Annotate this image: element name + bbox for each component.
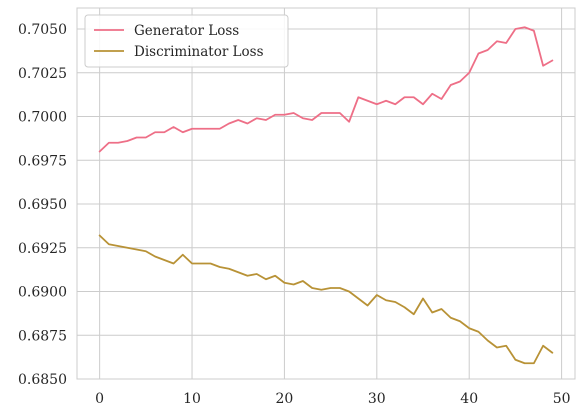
x-tick-label: 20 <box>276 391 294 407</box>
y-tick-label: 0.6950 <box>18 197 67 213</box>
legend-label-generator-loss: Generator Loss <box>134 23 239 39</box>
x-tick-label: 10 <box>183 391 201 407</box>
x-tick-label: 40 <box>460 391 478 407</box>
legend: Generator Loss Discriminator Loss <box>84 14 289 68</box>
y-tick-label: 0.7050 <box>18 22 67 38</box>
discriminator-loss-line <box>98 234 554 365</box>
axis-ticks: 0 10 20 30 40 50 0.6850 0.6875 0.6900 0.6925 0.695… <box>18 22 571 407</box>
y-tick-label: 0.6850 <box>18 372 67 388</box>
y-tick-label: 0.6925 <box>18 241 67 257</box>
x-tick-label: 0 <box>95 391 104 407</box>
y-tick-label: 0.6975 <box>18 153 67 169</box>
generator-loss-line <box>98 26 554 153</box>
legend-box <box>84 14 289 68</box>
y-tick-label: 0.7025 <box>18 66 67 82</box>
x-tick-label: 50 <box>553 391 571 407</box>
y-tick-label: 0.7000 <box>18 110 67 126</box>
y-tick-label: 0.6875 <box>18 328 67 344</box>
series-lines <box>98 26 554 365</box>
plot-area <box>76 7 576 380</box>
grid <box>77 8 575 380</box>
y-tick-label: 0.6900 <box>18 285 67 301</box>
x-tick-label: 30 <box>368 391 386 407</box>
legend-label-discriminator-loss: Discriminator Loss <box>134 44 264 60</box>
